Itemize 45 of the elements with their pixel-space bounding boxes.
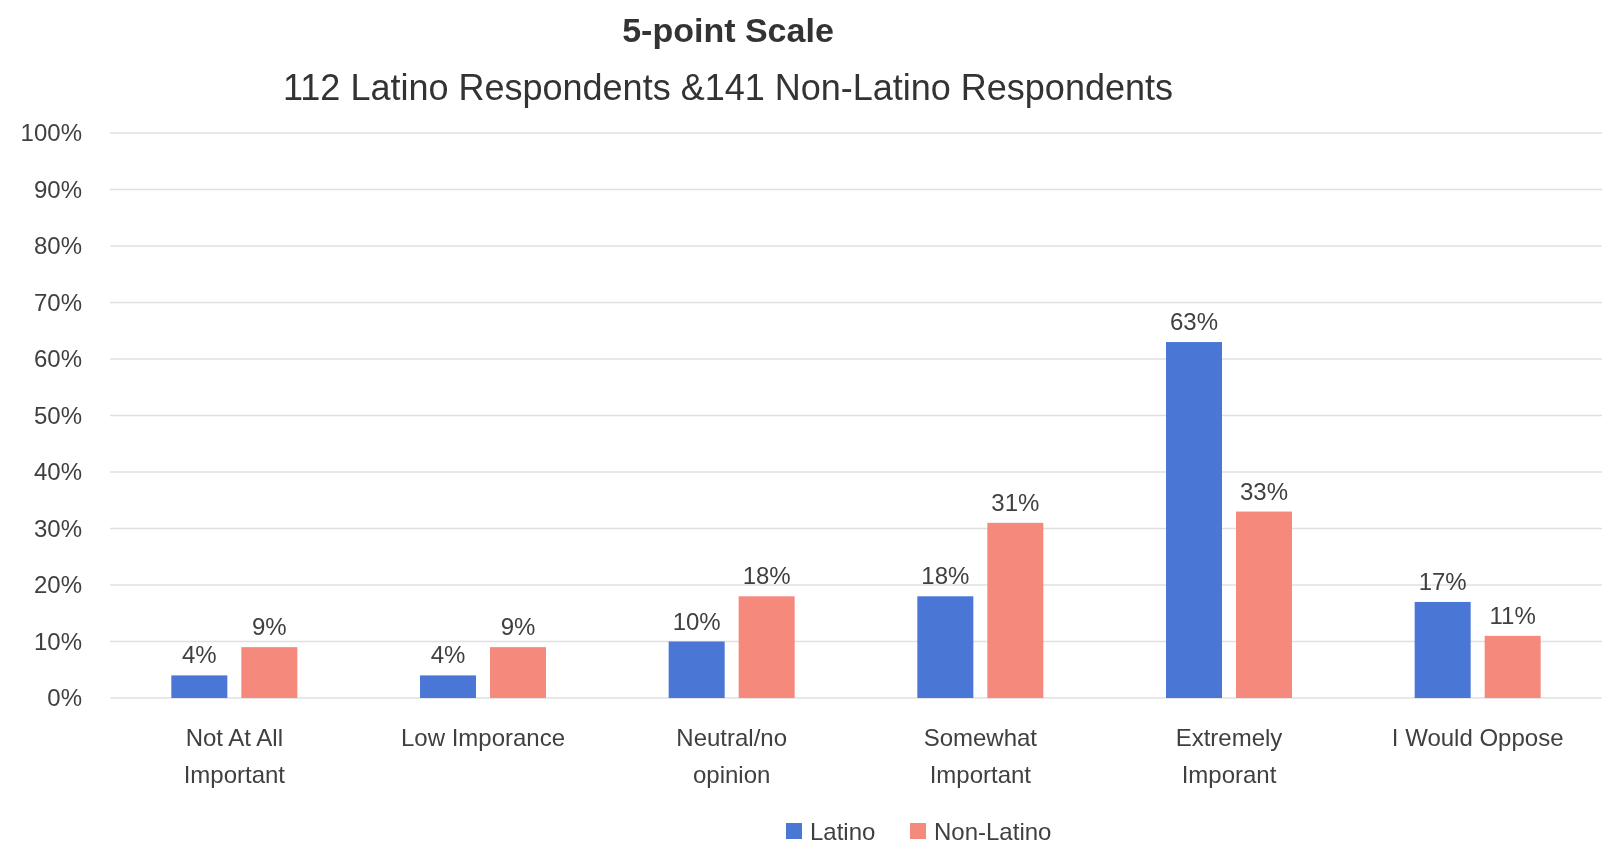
y-tick-label: 10% xyxy=(33,627,82,655)
y-tick-label: 100% xyxy=(20,119,82,147)
bar xyxy=(171,675,228,698)
bar xyxy=(987,522,1044,698)
y-tick-label: 20% xyxy=(33,571,82,599)
text: 33% xyxy=(1239,477,1289,505)
text: 4% xyxy=(181,641,217,669)
y-tick-label: 90% xyxy=(33,175,82,203)
x-tick-label: Neutral/no opinion xyxy=(676,724,788,788)
y-tick-label: 0% xyxy=(47,684,82,712)
chart-title: 5-point Scale xyxy=(622,11,834,49)
bar xyxy=(420,675,476,698)
text: 18% xyxy=(742,562,791,590)
y-tick-label: 50% xyxy=(33,401,82,429)
text: 4% xyxy=(430,641,466,669)
bar xyxy=(1414,601,1471,698)
x-tick-label: Not At All Important xyxy=(183,724,286,788)
y-tick-label: 30% xyxy=(33,514,82,542)
bar xyxy=(1166,342,1222,698)
bar xyxy=(1236,511,1292,698)
text: 18% xyxy=(921,562,970,590)
bar xyxy=(917,596,974,698)
text: 17% xyxy=(1418,567,1467,595)
y-tick-label: 60% xyxy=(33,345,82,373)
text: 31% xyxy=(991,488,1040,516)
bar xyxy=(738,596,795,698)
y-tick-label: 70% xyxy=(33,288,82,316)
legend-label: Non-Latino xyxy=(934,818,1052,845)
x-tick-label: I Would Oppose xyxy=(1391,724,1564,751)
text: 9% xyxy=(500,613,536,641)
y-tick-label: 40% xyxy=(33,458,82,486)
x-tick-label: Somewhat Important xyxy=(923,724,1038,788)
text: 63% xyxy=(1169,308,1219,336)
bar xyxy=(490,647,546,698)
x-tick-label: Extremely Imporant xyxy=(1175,724,1283,788)
legend-label: Latino xyxy=(810,818,876,845)
x-tick-label: Low Imporance xyxy=(400,724,566,751)
text: 11% xyxy=(1489,601,1536,629)
bar xyxy=(668,641,725,698)
bar xyxy=(241,647,298,698)
bar xyxy=(1484,635,1541,698)
chart-subtitle: 112 Latino Respondents &141 Non-Latino Respondents xyxy=(283,67,1173,108)
text: 10% xyxy=(672,607,721,635)
text: 9% xyxy=(251,613,287,641)
y-tick-label: 80% xyxy=(33,232,82,260)
